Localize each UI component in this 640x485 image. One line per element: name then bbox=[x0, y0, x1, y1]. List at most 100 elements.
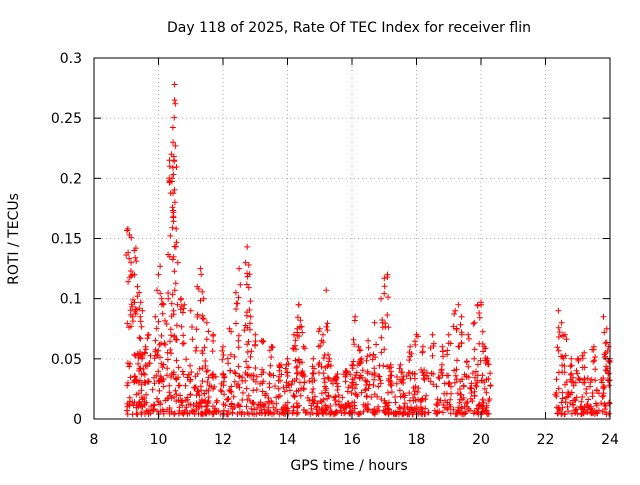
roti-point bbox=[160, 383, 167, 390]
roti-point bbox=[297, 392, 304, 399]
roti-point bbox=[203, 319, 210, 326]
roti-point bbox=[575, 375, 582, 382]
roti-point bbox=[471, 392, 478, 399]
roti-point bbox=[248, 348, 255, 355]
roti-point bbox=[132, 310, 139, 317]
roti-point bbox=[197, 297, 204, 304]
roti-point bbox=[234, 300, 241, 307]
roti-point bbox=[245, 284, 252, 291]
roti-point bbox=[276, 411, 283, 418]
roti-point bbox=[197, 383, 204, 390]
roti-point bbox=[152, 313, 159, 320]
roti-point bbox=[205, 387, 212, 394]
roti-point bbox=[232, 370, 239, 377]
roti-point bbox=[363, 378, 370, 385]
roti-point bbox=[222, 402, 229, 409]
roti-point bbox=[555, 347, 562, 354]
roti-point bbox=[268, 354, 275, 361]
roti-point bbox=[180, 411, 187, 418]
roti-point bbox=[150, 406, 157, 413]
roti-point bbox=[171, 268, 178, 275]
roti-point bbox=[476, 310, 483, 316]
roti-point bbox=[177, 296, 184, 303]
roti-point bbox=[147, 410, 154, 417]
roti-point bbox=[126, 394, 133, 401]
roti-point bbox=[210, 332, 216, 339]
roti-point bbox=[301, 379, 308, 386]
roti-point bbox=[309, 389, 316, 396]
roti-point bbox=[173, 391, 180, 398]
roti-point bbox=[381, 283, 388, 290]
roti-point bbox=[473, 383, 480, 390]
roti-point bbox=[227, 388, 234, 395]
roti-point bbox=[600, 313, 607, 320]
roti-point bbox=[185, 371, 192, 378]
roti-point bbox=[252, 342, 258, 349]
roti-point bbox=[573, 394, 580, 401]
roti-point bbox=[412, 338, 418, 345]
roti-point bbox=[173, 322, 180, 329]
roti-point bbox=[183, 356, 190, 363]
roti-point bbox=[246, 307, 253, 313]
roti-point bbox=[465, 363, 472, 370]
roti-point bbox=[138, 371, 145, 378]
roti-point bbox=[594, 410, 601, 417]
roti-point bbox=[421, 367, 428, 374]
roti-point bbox=[559, 353, 566, 360]
roti-point bbox=[220, 370, 226, 377]
roti-point bbox=[401, 400, 408, 407]
roti-point bbox=[209, 371, 216, 378]
roti-point bbox=[134, 283, 141, 290]
roti-point bbox=[221, 391, 228, 398]
roti-point bbox=[560, 355, 567, 362]
roti-point bbox=[463, 359, 470, 366]
roti-point bbox=[467, 407, 474, 414]
roti-point bbox=[317, 342, 324, 349]
roti-point bbox=[380, 362, 387, 369]
roti-point bbox=[348, 390, 355, 396]
roti-point bbox=[204, 379, 211, 385]
roti-point bbox=[464, 403, 471, 410]
roti-point bbox=[463, 373, 470, 380]
roti-point bbox=[173, 357, 180, 364]
roti-point bbox=[425, 409, 432, 416]
roti-point bbox=[228, 328, 235, 335]
roti-point bbox=[474, 377, 481, 384]
roti-point bbox=[342, 409, 349, 416]
roti-point bbox=[592, 400, 599, 407]
x-axis-label: GPS time / hours bbox=[290, 458, 407, 474]
roti-point bbox=[450, 323, 457, 330]
roti-point bbox=[454, 411, 461, 417]
roti-point bbox=[451, 379, 458, 386]
roti-point bbox=[381, 290, 388, 297]
roti-point bbox=[224, 411, 231, 418]
roti-point bbox=[167, 346, 174, 353]
roti-point bbox=[200, 316, 207, 322]
roti-point bbox=[448, 390, 455, 397]
roti-point bbox=[363, 393, 370, 400]
roti-point bbox=[323, 287, 330, 294]
roti-point bbox=[371, 391, 378, 398]
roti-point bbox=[169, 291, 176, 298]
roti-point bbox=[210, 385, 217, 392]
roti-point bbox=[450, 406, 457, 413]
roti-point bbox=[301, 345, 308, 352]
roti-point bbox=[577, 403, 584, 410]
roti-point bbox=[406, 397, 413, 404]
x-tick-label: 22 bbox=[537, 432, 555, 448]
roti-point bbox=[351, 341, 358, 348]
roti-point bbox=[199, 288, 206, 295]
roti-point bbox=[365, 344, 372, 351]
roti-point bbox=[158, 340, 164, 347]
roti-point bbox=[373, 341, 380, 348]
roti-point bbox=[277, 377, 284, 384]
roti-point bbox=[559, 395, 566, 402]
roti-point bbox=[212, 373, 219, 380]
roti-point bbox=[232, 289, 239, 296]
roti-point bbox=[362, 386, 369, 393]
roti-point bbox=[572, 407, 579, 413]
roti-point bbox=[272, 406, 279, 413]
roti-point bbox=[227, 351, 234, 358]
roti-point bbox=[603, 367, 610, 374]
roti-point bbox=[458, 396, 465, 403]
